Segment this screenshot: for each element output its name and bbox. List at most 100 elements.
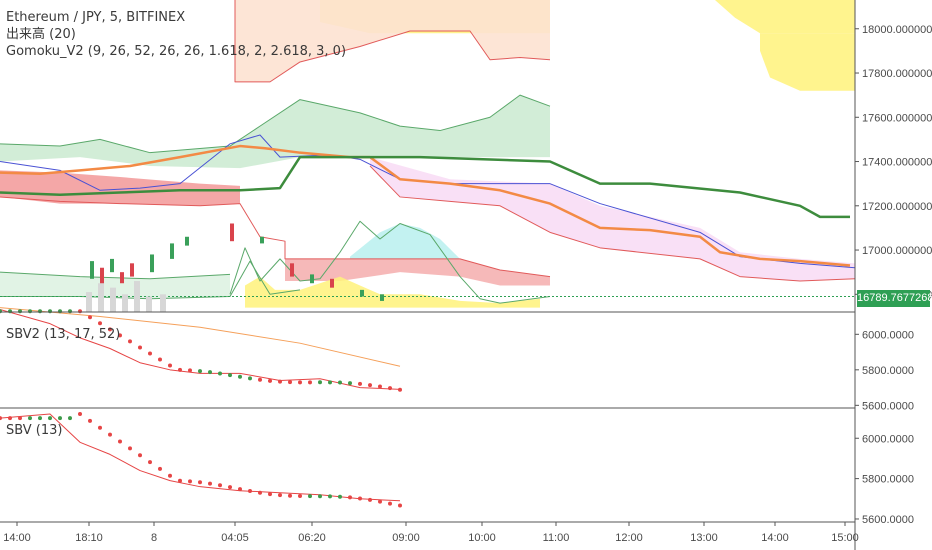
sbv2-dot-37 — [368, 383, 372, 388]
sbv2-y-tick-label: 6000.0000 — [862, 329, 914, 341]
sbv2-dot-16 — [158, 357, 162, 362]
sbv2-legend: SBV2 (13, 17, 52) — [6, 326, 120, 343]
candle-3 — [120, 272, 124, 284]
volume-indicator-label[interactable]: 出来高 (20) — [6, 27, 76, 42]
sbv2-dot-1 — [8, 309, 12, 314]
sbv2-line — [0, 308, 401, 390]
sbv2-dot-6 — [58, 309, 62, 314]
volume-bar-4 — [134, 281, 140, 312]
main-y-tick-label: 17600.00000000 — [862, 112, 932, 124]
candle-14 — [380, 294, 384, 301]
sbv2-dot-17 — [168, 363, 172, 368]
sbv-dot-13 — [128, 446, 132, 451]
sbv-dot-36 — [358, 496, 362, 501]
band-line-red-lower — [0, 196, 551, 278]
sbv2-dot-25 — [248, 376, 252, 381]
band-line-red-future — [369, 165, 856, 282]
sbv2-dot-15 — [148, 351, 152, 356]
sbv-dot-11 — [108, 432, 112, 437]
sbv-dot-1 — [8, 416, 12, 421]
sbv-dot-40 — [398, 503, 402, 508]
sbv-dot-14 — [138, 453, 142, 458]
candle-12 — [330, 278, 334, 288]
x-tick-label: 09:00 — [392, 532, 420, 544]
sbv2-dot-40 — [398, 387, 402, 392]
sbv2-dot-36 — [358, 381, 362, 386]
candle-7 — [185, 236, 189, 246]
sbv-dot-15 — [148, 460, 152, 465]
symbol-title[interactable]: Ethereum / JPY, 5, BITFINEX — [6, 10, 186, 25]
sbv2-dot-27 — [268, 378, 272, 383]
sbv2-signal-line — [0, 307, 401, 367]
sbv2-dot-24 — [238, 374, 242, 379]
sbv-dot-34 — [338, 494, 342, 499]
kumo-peach — [235, 0, 550, 82]
candle-6 — [170, 243, 174, 259]
kumo-green — [0, 95, 550, 169]
kumo-cyan — [350, 223, 460, 259]
volume-bar-3 — [122, 294, 128, 312]
band-line-green-bottom — [0, 271, 231, 280]
candle-0 — [90, 261, 94, 279]
sbv2-dot-39 — [388, 386, 392, 391]
sbv-dot-17 — [168, 473, 172, 478]
sbv2-indicator-label[interactable]: SBV2 (13, 17, 52) — [6, 327, 121, 342]
sbv2-dot-5 — [48, 309, 52, 314]
x-tick-label: 14:00 — [761, 532, 789, 544]
candle-13 — [360, 289, 364, 297]
sbv-dot-12 — [118, 439, 122, 444]
sbv-y-tick-label: 5600.0000 — [862, 514, 914, 526]
candle-2 — [110, 258, 114, 273]
sbv-dot-5 — [48, 416, 52, 421]
sbv-dot-39 — [388, 501, 392, 506]
candle-1 — [100, 267, 104, 286]
sbv-indicator-label[interactable]: SBV (13) — [6, 423, 63, 438]
sbv-dot-22 — [218, 483, 222, 488]
sbv-dot-7 — [68, 416, 72, 421]
sbv-dot-19 — [188, 479, 192, 484]
sbv-dot-38 — [378, 499, 382, 504]
sbv-dot-26 — [258, 490, 262, 495]
x-tick-label: 8 — [151, 532, 157, 544]
sbv-dot-18 — [178, 478, 182, 483]
sbv-dot-27 — [268, 492, 272, 497]
gomoku-indicator-label[interactable]: Gomoku_V2 (9, 26, 52, 26, 26, 1.618, 2, … — [6, 44, 347, 59]
sbv-dot-8 — [78, 412, 82, 417]
volume-bar-0 — [86, 292, 92, 312]
x-tick-label: 18:10 — [75, 532, 103, 544]
x-tick-label: 13:00 — [690, 532, 718, 544]
sbv-dot-29 — [288, 493, 292, 498]
sbv2-dot-30 — [298, 380, 302, 385]
sbv-dot-33 — [328, 494, 332, 499]
sbv2-dot-4 — [38, 309, 42, 314]
sbv2-dot-20 — [198, 369, 202, 374]
sbv2-dot-22 — [218, 371, 222, 376]
sbv-dot-23 — [228, 485, 232, 490]
candle-8 — [230, 223, 234, 242]
x-tick-label: 11:00 — [543, 532, 570, 544]
sbv-dot-2 — [18, 416, 22, 421]
x-tick-label: 10:00 — [468, 532, 496, 544]
sbv-dot-10 — [98, 425, 102, 430]
kumo-red-left — [0, 170, 240, 206]
sbv2-dot-35 — [348, 381, 352, 386]
sbv-y-tick-label: 6000.0000 — [862, 433, 914, 445]
sbv2-dot-31 — [308, 380, 312, 385]
kumo-green-bottom — [0, 272, 230, 299]
main-y-tick-label: 17400.00000000 — [862, 157, 932, 169]
sbv2-y-tick-label: 5600.0000 — [862, 400, 914, 412]
sbv2-dot-19 — [188, 368, 192, 373]
candle-5 — [150, 254, 154, 273]
sbv-dot-0 — [0, 416, 2, 421]
sbv-dot-37 — [368, 497, 372, 502]
x-tick-label: 15:00 — [831, 532, 859, 544]
sbv-dot-28 — [278, 493, 282, 498]
sbv2-dot-13 — [128, 339, 132, 344]
sbv-dot-32 — [318, 494, 322, 499]
x-tick-label: 14:00 — [3, 532, 31, 544]
sbv2-dot-26 — [258, 377, 262, 382]
candle-11 — [310, 274, 314, 284]
x-tick-label: 06:20 — [298, 532, 326, 544]
